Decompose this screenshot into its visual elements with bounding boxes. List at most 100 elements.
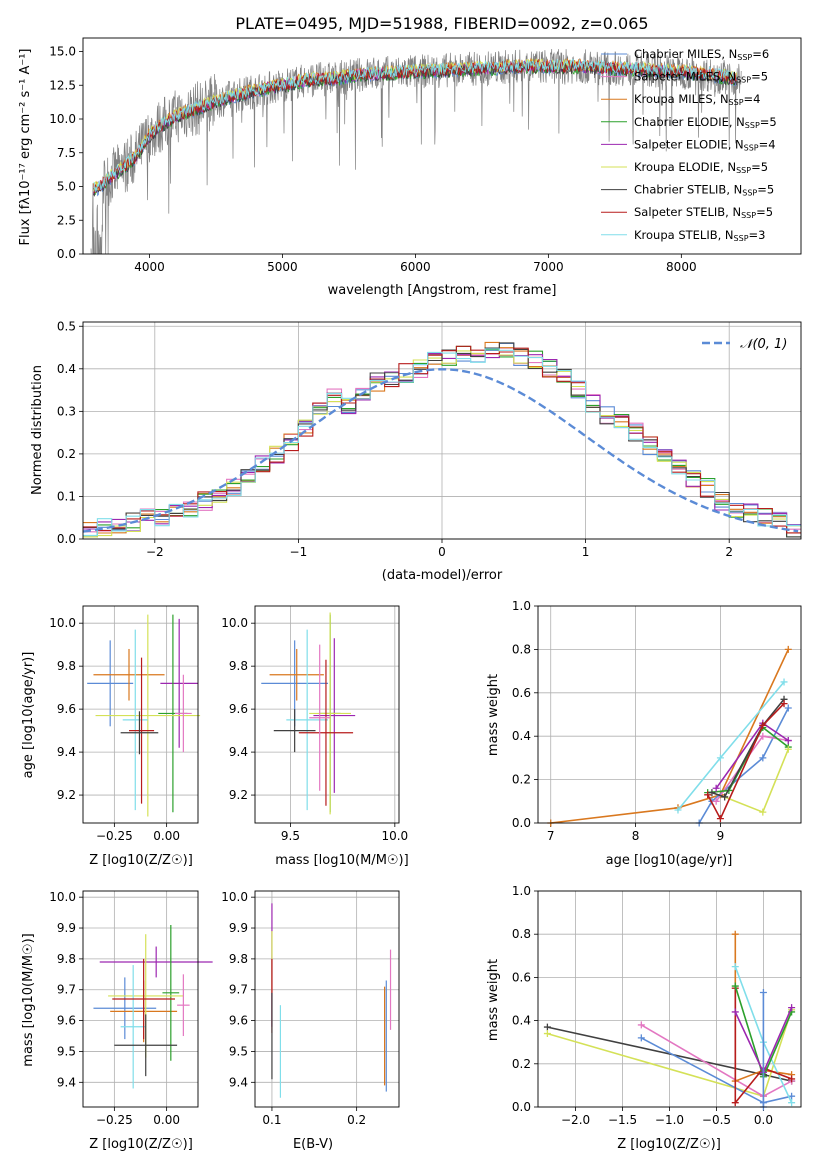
p7-xlabel: E(B-V) [293,1137,333,1152]
mass-vs-z-panel: Z [log10(Z/Z☉)] mass [log10(M/M☉)] −0.25… [21,890,213,1152]
errorbars [271,903,392,1098]
weight-marker-8-2 [759,721,767,729]
weight-marker-6-1 [759,808,767,816]
weight-marker-0-3 [784,645,792,653]
spectrum-xlabel: wavelength [Angstrom, rest frame] [328,283,557,298]
spectrum-title: PLATE=0495, MJD=51988, FIBERID=0092, z=0… [235,14,648,33]
x-tick-label-1: 5000 [267,260,298,274]
x-tick-label-2: 9 [717,829,725,843]
x-tick-label-0: 9.5 [281,829,300,843]
weight-marker-6-3 [788,1075,796,1083]
p5-ylabel: mass weight [486,674,501,756]
y-tick-label-2: 9.6 [57,702,76,716]
p5-xlabel: age [log10(age/yr)] [606,853,733,868]
legend-entry-8: Kroupa STELIB, NSSP=3 [634,228,765,243]
y-tick-label-0: 9.4 [57,1075,76,1089]
axes-frame [82,605,199,824]
age-vs-z-panel: Z [log10(Z/Z☉)] age [log10(age/yr)] −0.2… [21,605,201,868]
y-tick-label-3: 0.3 [57,404,76,418]
weight-marker-1-0 [543,1030,551,1038]
weight-marker-1-0 [674,806,682,814]
weight-marker-8-2 [788,1004,796,1012]
y-tick-label-5: 9.9 [229,921,248,935]
weight-marker-6-2 [784,745,792,753]
y-tick-label-1: 9.5 [57,1044,76,1058]
model-line-6 [93,61,737,197]
weight-lines [543,930,796,1111]
p3-xlabel: Z [log10(Z/Z☉)] [89,853,193,868]
y-tick-label-3: 9.8 [229,659,248,673]
axes-frame [254,605,400,824]
massweight-vs-age-panel: age [log10(age/yr)] mass weight 7 8 9 0.0 0.… [486,599,802,868]
weight-marker-3-1 [759,732,767,740]
x-tick-label-0: −2.0 [561,1113,590,1127]
x-tick-label-3: −0.5 [702,1113,731,1127]
weight-marker-2-2 [759,754,767,762]
y-tick-label-3: 9.7 [57,983,76,997]
weight-line-7 [711,698,785,798]
weight-line-5 [715,722,789,789]
p6-ylabel: mass [log10(M/M☉)] [21,933,36,1066]
model-line-8 [93,58,735,192]
weight-marker-5-2 [784,737,792,745]
y-tick-label-1: 2.5 [57,213,76,227]
axes-frame [82,890,199,1108]
weight-marker-2-3 [784,704,792,712]
p8-ylabel: mass weight [486,959,501,1041]
y-tick-label-5: 1.0 [512,884,531,898]
y-tick-label-4: 0.8 [512,642,531,656]
massweight-vs-z-panel: Z [log10(Z/Z☉)] mass weight −2.0 −1.5 −1.0… [486,884,802,1152]
x-tick-label-2: 6000 [400,260,431,274]
weight-marker-0-0 [543,1023,551,1031]
weight-marker-9-0 [759,989,767,997]
weight-marker-5-2 [788,1099,796,1107]
y-tick-label-0: 0.0 [57,247,76,261]
y-tick-label-0: 0.0 [57,532,76,546]
legend-entry-1: Salpeter MILES, NSSP=5 [634,70,768,85]
y-tick-label-4: 10.0 [221,616,248,630]
weight-marker-6-1 [731,1099,739,1107]
hist-ylabel: Normed distribution [30,365,45,495]
y-tick-label-5: 0.5 [57,319,76,333]
errorbars [261,612,356,815]
y-tick-label-6: 10.0 [221,890,248,904]
y-tick-label-0: 0.0 [512,816,531,830]
spectrum-ylabel: Flux [fλ10⁻¹⁷ erg cm⁻² s⁻¹ A⁻¹] [18,49,33,246]
y-tick-label-2: 0.2 [57,447,76,461]
axes-frame [537,890,802,1108]
weight-marker-5-0 [712,784,720,792]
y-tick-label-2: 5.0 [57,180,76,194]
legend-entry-5: Kroupa ELODIE, NSSP=5 [634,160,768,175]
y-tick-label-1: 9.4 [57,745,76,759]
x-tick-label-4: 8000 [666,260,697,274]
x-tick-label-0: 4000 [134,260,165,274]
y-tick-label-2: 9.6 [229,702,248,716]
weight-marker-8-0 [704,791,712,799]
weight-lines [547,645,792,827]
y-tick-label-1: 9.4 [229,745,248,759]
histogram-bars [83,341,801,538]
x-tick-label-1: 0.00 [153,829,180,843]
y-tick-label-3: 0.6 [512,686,531,700]
y-tick-label-3: 7.5 [57,146,76,160]
x-tick-label-4: 0.0 [754,1113,773,1127]
spectrum-panel: PLATE=0495, MJD=51988, FIBERID=0092, z=0… [18,14,802,298]
mass-vs-ebv-panel: E(B-V) 0.1 0.2 9.4 9.5 9.6 9.7 9.8 9.9 10.0 [221,890,400,1152]
weight-marker-8-0 [731,1008,739,1016]
errorbars [93,924,213,1089]
spectrum-lines [90,48,742,254]
y-tick-label-3: 0.6 [512,970,531,984]
weight-line-6 [734,988,792,1105]
axes-frame [537,605,802,824]
y-tick-label-3: 9.7 [229,983,248,997]
y-tick-label-5: 9.9 [57,921,76,935]
y-tick-label-4: 9.8 [57,952,76,966]
weight-marker-7-1 [721,793,729,801]
x-tick-label-3: 1 [582,545,590,559]
y-tick-label-5: 12.5 [49,78,76,92]
y-tick-label-1: 0.2 [512,773,531,787]
y-tick-label-6: 15.0 [49,45,76,59]
y-tick-label-4: 0.4 [57,362,76,376]
age-vs-mass-panel: mass [log10(M/M☉)] 9.5 10.0 9.2 9.4 9.6 9.8 10… [221,605,409,868]
x-tick-label-1: 8 [632,829,640,843]
